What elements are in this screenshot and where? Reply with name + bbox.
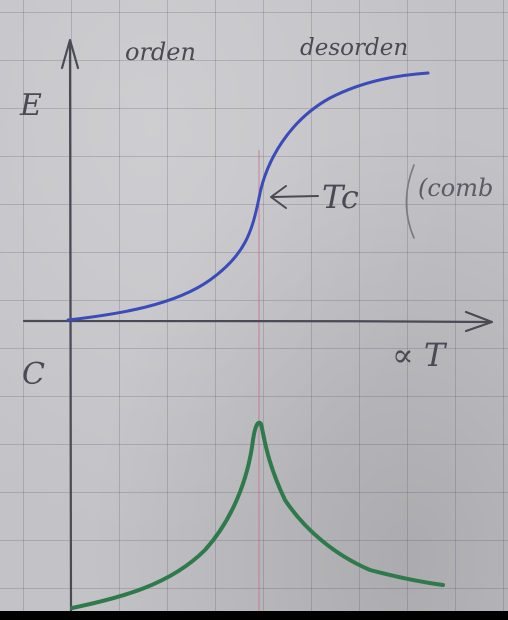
temperature-axis-label: ∝ T <box>392 336 448 374</box>
photo-bottom-edge <box>0 611 508 620</box>
vertical-axis <box>68 43 73 614</box>
critical-point-arrow <box>271 195 319 198</box>
order-label: orden <box>125 38 196 66</box>
horizontal-axis <box>22 319 492 324</box>
heat-capacity-curve <box>70 420 445 610</box>
energy-curve <box>66 71 430 322</box>
side-note-text: (comb <box>418 174 493 202</box>
vertical-axis-arrowhead <box>60 38 80 70</box>
horizontal-axis-arrowhead <box>464 310 494 333</box>
disorder-label: desorden <box>300 35 408 61</box>
side-note-bracket <box>405 164 415 239</box>
critical-point-label: Tc <box>322 178 359 216</box>
critical-point-arrowhead <box>270 185 287 209</box>
heat-capacity-axis-label: C <box>22 357 45 392</box>
energy-axis-label: E <box>19 88 42 123</box>
